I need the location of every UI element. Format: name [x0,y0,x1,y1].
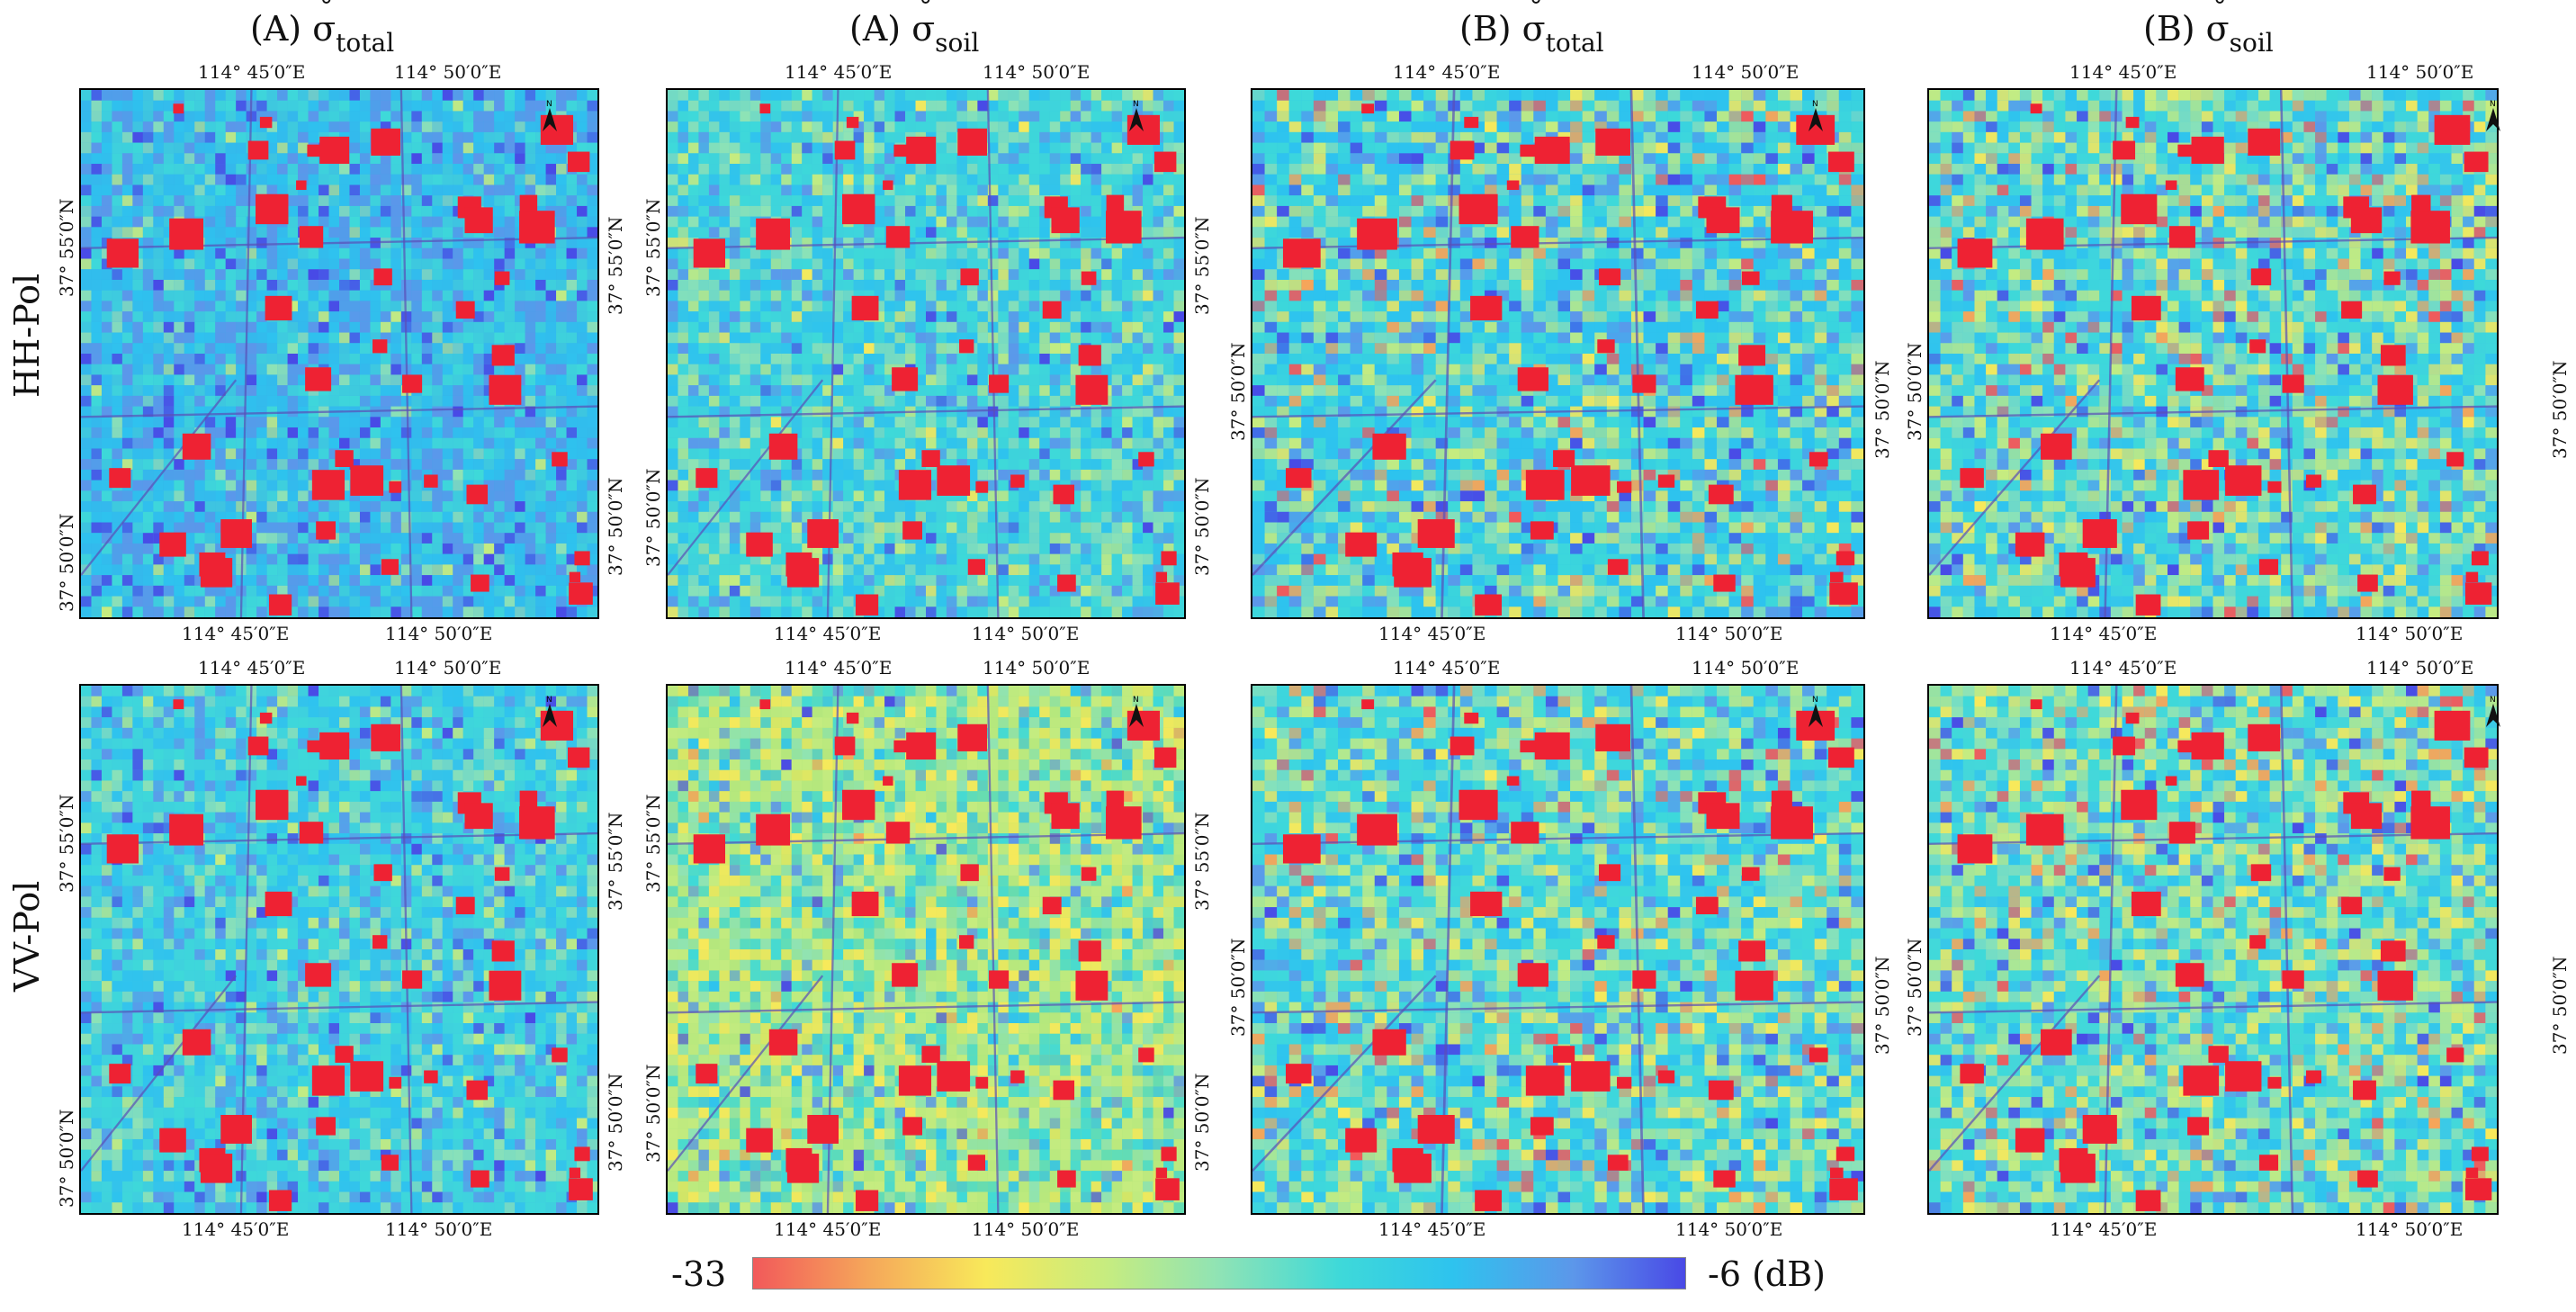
lat-tick: 37° 55′0″N [642,199,664,298]
north-arrow-icon: N [1129,100,1144,131]
colorbar-min-label: -33 [671,1254,726,1294]
lon-tick: 114° 45′0″E [2069,61,2177,83]
lon-tick: 114° 45′0″E [785,657,892,678]
column-title-2: (A) σsoil [849,0,979,58]
map-panel-b-soil-vv [1927,684,2499,1215]
lat-tick: 37° 50′0″N [642,1065,664,1164]
map-panel-b-total-hh [1251,88,1865,619]
sar-image [1929,686,2497,1213]
lon-tick: 114° 45′0″E [785,61,892,83]
map-panel-a-total-hh [79,88,599,619]
row-label-vv: VV-Pol [7,881,47,992]
lat-tick: 37° 55′0″N [56,795,77,894]
colorbar [752,1257,1686,1290]
lon-tick: 114° 45′0″E [1378,623,1485,644]
lat-tick: 37° 50′0″N [1871,361,1893,460]
row-label-hh: HH-Pol [7,274,47,398]
lon-tick: 114° 50′0″E [1675,623,1782,644]
lon-tick: 114° 50′0″E [983,657,1090,678]
north-arrow-icon: N [2486,100,2500,131]
north-arrow-icon: N [1809,696,1823,727]
column-title-4: (B) σsoil [2143,0,2274,58]
lon-tick: 114° 45′0″E [2069,657,2177,678]
lat-tick: 37° 50′0″N [56,1110,77,1209]
lon-tick: 114° 45′0″E [2050,1218,2157,1240]
sar-image [1252,90,1863,617]
north-arrow-icon: N [2486,696,2500,727]
map-panel-a-soil-hh [666,88,1186,619]
lat-tick: 37° 50′0″N [1904,939,1925,1038]
lat-tick: 37° 50′0″N [56,514,77,613]
sar-image [1252,686,1863,1213]
lat-tick: 37° 50′0″N [2549,957,2571,1056]
lat-tick: 37° 50′0″N [642,469,664,568]
lon-tick: 114° 50′0″E [394,657,501,678]
lon-tick: 114° 50′0″E [1675,1218,1782,1240]
lat-tick: 37° 55′0″N [1191,813,1213,912]
lon-tick: 114° 50′0″E [394,61,501,83]
lon-tick: 114° 50′0″E [2356,1218,2463,1240]
map-panel-b-soil-hh [1927,88,2499,619]
lat-tick: 37° 50′0″N [605,478,626,577]
lon-tick: 114° 50′0″E [385,1218,492,1240]
lat-tick: 37° 50′0″N [605,1074,626,1173]
lat-tick: 37° 55′0″N [56,199,77,298]
sar-image [1929,90,2497,617]
north-arrow-icon: N [1129,696,1144,727]
sar-image [81,686,597,1213]
lon-tick: 114° 50′0″E [1692,61,1799,83]
sar-image [81,90,597,617]
column-title-3: (B) σtotal [1459,0,1604,58]
north-arrow-icon: N [543,696,557,727]
map-panel-b-total-vv [1251,684,1865,1215]
lon-tick: 114° 45′0″E [2050,623,2157,644]
lon-tick: 114° 50′0″E [2366,61,2473,83]
lat-tick: 37° 50′0″N [1227,939,1249,1038]
lat-tick: 37° 55′0″N [642,795,664,894]
lon-tick: 114° 45′0″E [198,657,305,678]
lon-tick: 114° 45′0″E [1393,657,1500,678]
lon-tick: 114° 50′0″E [2366,657,2473,678]
lat-tick: 37° 50′0″N [1227,343,1249,442]
lon-tick: 114° 45′0″E [1378,1218,1485,1240]
lon-tick: 114° 50′0″E [385,623,492,644]
lon-tick: 114° 45′0″E [182,1218,289,1240]
column-title-1: (A) σtotal [250,0,394,58]
north-arrow-icon: N [1809,100,1823,131]
lon-tick: 114° 50′0″E [1692,657,1799,678]
north-arrow-icon: N [543,100,557,131]
map-panel-a-total-vv [79,684,599,1215]
lat-tick: 37° 50′0″N [1904,343,1925,442]
sar-image [668,686,1184,1213]
lat-tick: 37° 50′0″N [1191,1074,1213,1173]
colorbar-max-label: -6 (dB) [1708,1254,1826,1294]
lat-tick: 37° 50′0″N [2549,361,2571,460]
lon-tick: 114° 50′0″E [972,623,1079,644]
lat-tick: 37° 55′0″N [605,813,626,912]
lon-tick: 114° 45′0″E [198,61,305,83]
lon-tick: 114° 45′0″E [182,623,289,644]
lon-tick: 114° 45′0″E [774,623,881,644]
lon-tick: 114° 45′0″E [774,1218,881,1240]
lat-tick: 37° 55′0″N [605,217,626,316]
lat-tick: 37° 50′0″N [1191,478,1213,577]
sar-image [668,90,1184,617]
lon-tick: 114° 50′0″E [972,1218,1079,1240]
lon-tick: 114° 50′0″E [983,61,1090,83]
lat-tick: 37° 55′0″N [1191,217,1213,316]
lon-tick: 114° 50′0″E [2356,623,2463,644]
map-panel-a-soil-vv [666,684,1186,1215]
lon-tick: 114° 45′0″E [1393,61,1500,83]
lat-tick: 37° 50′0″N [1871,957,1893,1056]
